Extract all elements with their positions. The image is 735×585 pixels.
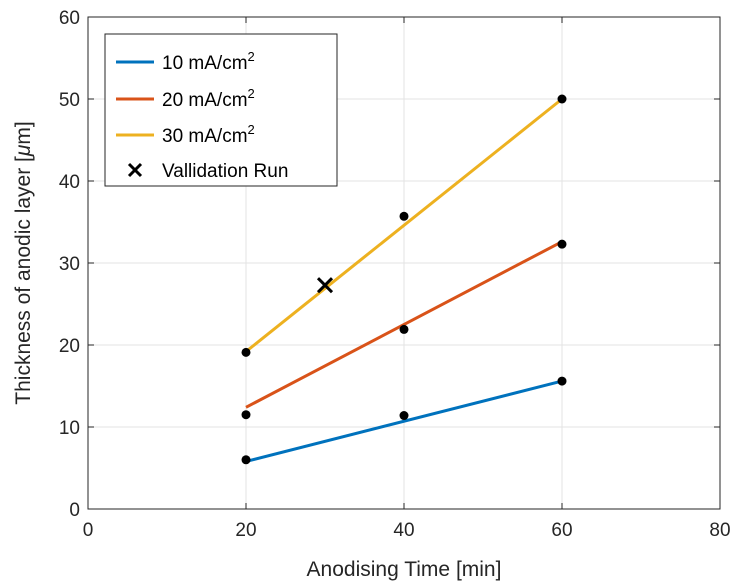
- legend-label-30-main: 30 mA/cm: [162, 126, 248, 147]
- y-tick-label: 0: [69, 500, 80, 521]
- data-point-series-2: [399, 211, 409, 221]
- y-axis-label-end: m]: [12, 121, 35, 144]
- data-point-series-1: [241, 410, 251, 420]
- legend-validation-icon: [127, 162, 143, 178]
- legend: 10 mA/cm2 20 mA/cm2 30 mA/cm2 Vallidatio…: [104, 33, 338, 187]
- x-tick-label: 20: [235, 520, 256, 541]
- y-tick-label: 30: [59, 254, 80, 275]
- fit-line-series-0: [245, 379, 563, 463]
- y-tick-label: 10: [59, 418, 80, 439]
- legend-label-20: 20 mA/cm2: [162, 86, 255, 111]
- data-points: [241, 94, 567, 465]
- y-tick-label: 60: [59, 8, 80, 29]
- fit-lines: [245, 97, 563, 463]
- data-point-series-0: [557, 376, 567, 386]
- fit-line-series-2: [245, 97, 563, 353]
- y-axis-label: Thickness of anodic layer [μm]: [12, 121, 35, 404]
- x-tick-label: 80: [709, 520, 730, 541]
- legend-label-30: 30 mA/cm2: [162, 122, 255, 147]
- legend-box: [104, 33, 338, 187]
- y-axis-label-main: Thickness of anodic layer [: [12, 156, 35, 405]
- y-tick-label: 50: [59, 90, 80, 111]
- data-point-series-0: [241, 455, 251, 465]
- data-point-series-1: [399, 324, 409, 334]
- validation-cross-b: [316, 277, 334, 294]
- data-point-series-2: [241, 347, 251, 357]
- legend-label-20-sup: 2: [248, 86, 255, 101]
- legend-label-10-main: 10 mA/cm: [162, 53, 248, 74]
- data-point-series-0: [399, 411, 409, 421]
- x-ticks: 0 20 40 60 80: [83, 17, 731, 541]
- legend-label-10: 10 mA/cm2: [162, 49, 255, 74]
- x-tick-label: 60: [551, 520, 572, 541]
- validation-marker: [316, 277, 334, 294]
- y-tick-label: 20: [59, 336, 80, 357]
- legend-label-30-sup: 2: [248, 122, 255, 137]
- data-point-series-1: [557, 239, 567, 249]
- y-ticks: 0 10 20 30 40 50 60: [59, 8, 720, 521]
- x-tick-label: 40: [393, 520, 414, 541]
- y-axis-label-mu: μ: [12, 144, 35, 157]
- legend-label-validation: Vallidation Run: [162, 161, 288, 182]
- legend-label-10-sup: 2: [248, 49, 255, 64]
- x-tick-label: 0: [83, 520, 94, 541]
- y-tick-label: 40: [59, 172, 80, 193]
- fit-line-series-1: [245, 240, 563, 409]
- x-axis-label: Anodising Time [min]: [307, 558, 502, 581]
- data-point-series-2: [557, 94, 567, 104]
- legend-label-20-main: 20 mA/cm: [162, 90, 248, 111]
